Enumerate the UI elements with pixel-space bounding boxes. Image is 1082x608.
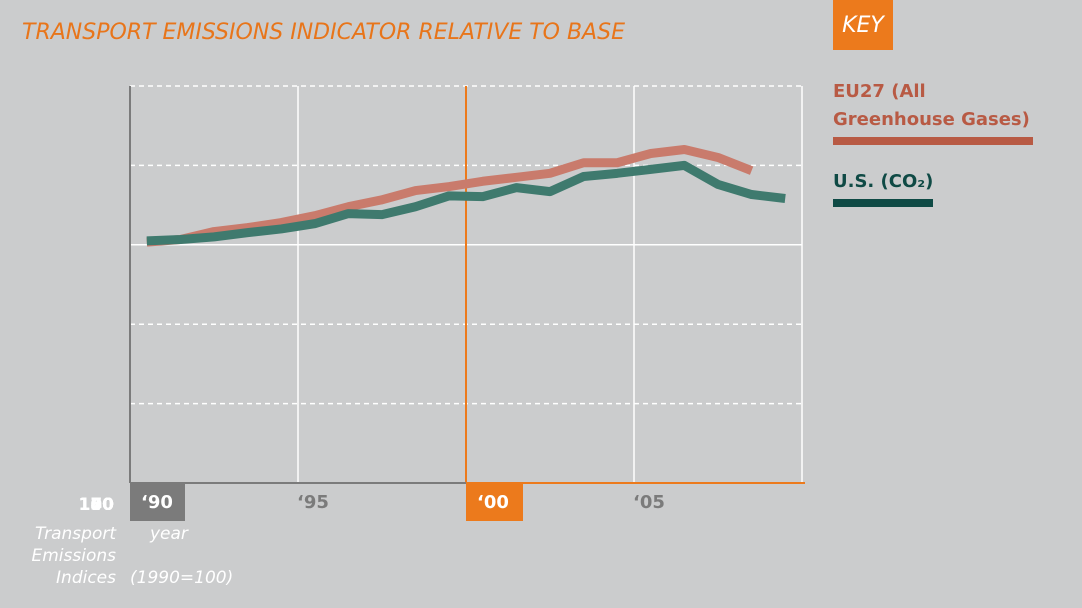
legend-swatch [833, 199, 933, 207]
series-line [146, 145, 754, 247]
x-axis-label: year [149, 524, 189, 544]
legend-label: EU27 (All Greenhouse Gases) [833, 81, 1030, 130]
x-tick-label: ‘90 [141, 492, 173, 513]
y-tick-label: 130 [79, 495, 115, 515]
chart-title: TRANSPORT EMISSIONS INDICATOR RELATIVE T… [22, 20, 625, 45]
y-tick-label: 0 [102, 495, 114, 515]
x-tick-label: ‘95 [297, 492, 329, 513]
x-tick-label: ‘05 [633, 492, 665, 513]
y-note: (1990=100) [130, 568, 233, 588]
y-tick-label: 160 [79, 495, 115, 515]
y-tick-label: 100 [79, 495, 115, 515]
x-tick-box [466, 483, 523, 521]
series-line [146, 160, 786, 246]
y-axis-label: Transport Emissions Indices [31, 524, 117, 588]
legend-label: U.S. (CO₂) [833, 171, 934, 192]
x-tick-box [130, 483, 185, 521]
y-tick-label: 40 [90, 495, 114, 515]
x-tick-label: ‘00 [477, 492, 509, 513]
key-box [833, 0, 893, 50]
y-tick-label: 70 [90, 495, 114, 515]
legend-swatch [833, 137, 1033, 145]
key-title: KEY [842, 13, 885, 38]
